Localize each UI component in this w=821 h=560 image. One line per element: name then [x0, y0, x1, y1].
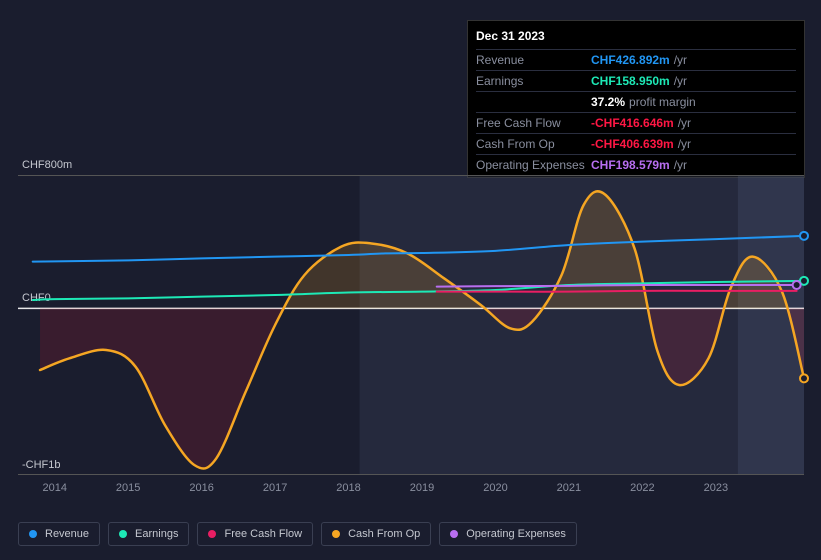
- tooltip-label: [476, 94, 591, 110]
- tooltip-row: Operating ExpensesCHF198.579m/yr: [476, 154, 796, 175]
- tooltip-value: -CHF416.646m: [591, 115, 674, 131]
- tooltip-suffix: /yr: [674, 73, 687, 89]
- tooltip-row: RevenueCHF426.892m/yr: [476, 49, 796, 70]
- legend-label: Free Cash Flow: [224, 528, 302, 540]
- legend-label: Revenue: [45, 528, 89, 540]
- x-axis-label: 2021: [557, 482, 581, 494]
- chart-area: [18, 175, 804, 475]
- legend-item[interactable]: Free Cash Flow: [197, 522, 313, 546]
- tooltip-suffix: /yr: [678, 115, 691, 131]
- x-axis: 2014 2015 2016 2017 2018 2019 2020 2021 2022 2023: [18, 482, 804, 502]
- tooltip-date: Dec 31 2023: [476, 25, 796, 49]
- x-axis-label: 2018: [336, 482, 360, 494]
- data-tooltip: Dec 31 2023 RevenueCHF426.892m/yrEarning…: [467, 20, 805, 178]
- tooltip-label: Free Cash Flow: [476, 115, 591, 131]
- legend-dot-icon: [29, 530, 37, 538]
- x-axis-label: 2017: [263, 482, 287, 494]
- tooltip-label: Operating Expenses: [476, 157, 591, 173]
- x-axis-label: 2015: [116, 482, 140, 494]
- legend-item[interactable]: Earnings: [108, 522, 189, 546]
- tooltip-row: Free Cash Flow-CHF416.646m/yr: [476, 112, 796, 133]
- chart-svg: [18, 175, 804, 475]
- x-axis-label: 2020: [483, 482, 507, 494]
- tooltip-row: 37.2%profit margin: [476, 91, 796, 112]
- tooltip-row: EarningsCHF158.950m/yr: [476, 70, 796, 91]
- tooltip-value: 37.2%: [591, 94, 625, 110]
- legend-dot-icon: [450, 530, 458, 538]
- legend-dot-icon: [119, 530, 127, 538]
- x-axis-label: 2023: [704, 482, 728, 494]
- legend-item[interactable]: Revenue: [18, 522, 100, 546]
- tooltip-label: Revenue: [476, 52, 591, 68]
- tooltip-suffix: profit margin: [629, 94, 696, 110]
- tooltip-suffix: /yr: [674, 52, 687, 68]
- tooltip-value: CHF158.950m: [591, 73, 670, 89]
- tooltip-label: Earnings: [476, 73, 591, 89]
- legend: Revenue Earnings Free Cash Flow Cash From O…: [18, 522, 577, 546]
- tooltip-value: -CHF406.639m: [591, 136, 674, 152]
- legend-dot-icon: [208, 530, 216, 538]
- tooltip-row: Cash From Op-CHF406.639m/yr: [476, 133, 796, 154]
- tooltip-suffix: /yr: [674, 157, 687, 173]
- legend-item[interactable]: Operating Expenses: [439, 522, 577, 546]
- x-axis-label: 2022: [630, 482, 654, 494]
- tooltip-suffix: /yr: [678, 136, 691, 152]
- tooltip-value: CHF426.892m: [591, 52, 670, 68]
- x-axis-label: 2014: [42, 482, 66, 494]
- x-axis-label: 2016: [189, 482, 213, 494]
- legend-label: Cash From Op: [348, 528, 420, 540]
- x-axis-label: 2019: [410, 482, 434, 494]
- legend-label: Operating Expenses: [466, 528, 566, 540]
- legend-item[interactable]: Cash From Op: [321, 522, 431, 546]
- legend-dot-icon: [332, 530, 340, 538]
- tooltip-value: CHF198.579m: [591, 157, 670, 173]
- tooltip-label: Cash From Op: [476, 136, 591, 152]
- legend-label: Earnings: [135, 528, 178, 540]
- y-axis-label: CHF800m: [22, 159, 72, 171]
